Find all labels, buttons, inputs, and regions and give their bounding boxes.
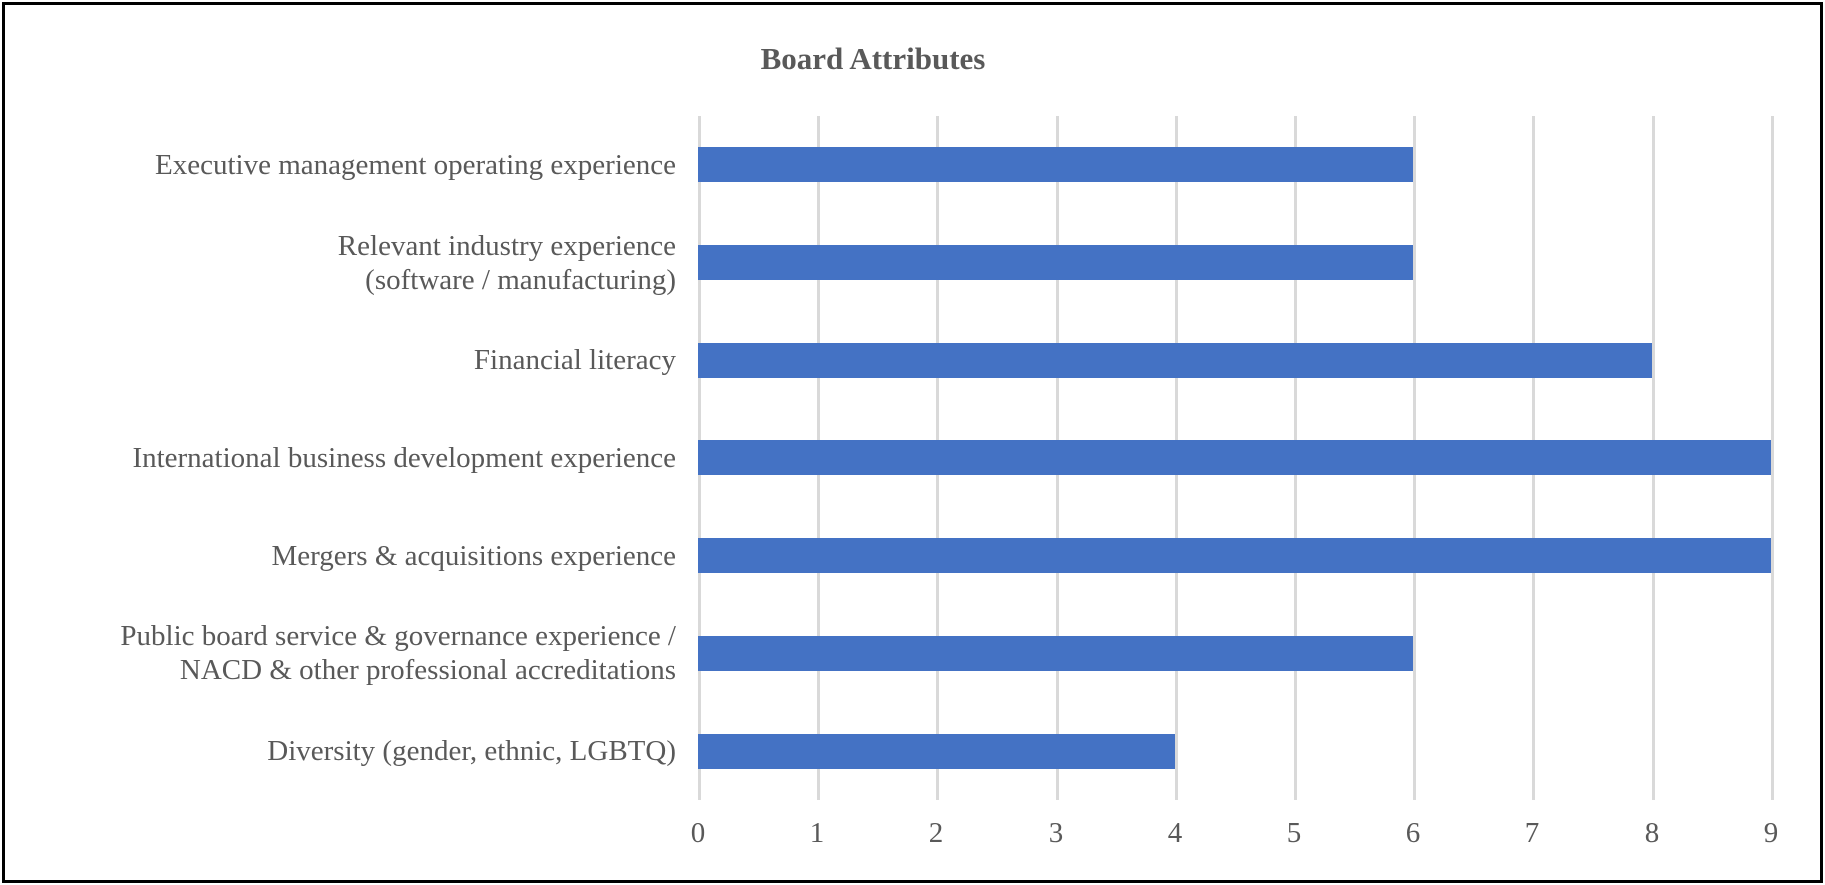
x-tick-label: 3: [1048, 817, 1064, 849]
x-tick-label: 1: [809, 817, 825, 849]
bar: [698, 538, 1771, 573]
chart-title: Board Attributes: [760, 41, 986, 76]
category-axis: Executive management operating experienc…: [30, 116, 676, 800]
bar: [698, 440, 1771, 475]
category-label: International business development exper…: [132, 442, 676, 474]
bar: [698, 245, 1413, 280]
plot-area: [698, 116, 1774, 800]
bar: [698, 734, 1175, 769]
x-tick-label: 8: [1644, 817, 1660, 849]
bar: [698, 343, 1652, 378]
value-axis: 0 1 2 3 4 5 6 7 8 9: [691, 817, 1779, 862]
category-label: Relevant industry experience (software / …: [337, 230, 676, 296]
gridline-9: [1771, 116, 1774, 800]
category-label: Executive management operating experienc…: [155, 149, 676, 181]
x-tick-label: 2: [928, 817, 944, 849]
bar: [698, 147, 1413, 182]
x-tick-label: 4: [1167, 817, 1183, 849]
category-label: Financial literacy: [473, 344, 676, 376]
category-label: Diversity (gender, ethnic, LGBTQ): [267, 735, 676, 767]
category-label: Mergers & acquisitions experience: [271, 540, 676, 572]
x-tick-label: 6: [1405, 817, 1421, 849]
x-tick-label: 9: [1763, 817, 1779, 849]
x-tick-label: 7: [1524, 817, 1540, 849]
bar: [698, 636, 1413, 671]
x-tick-label: 0: [690, 817, 706, 849]
category-label: Public board service & governance experi…: [120, 620, 676, 686]
x-tick-label: 5: [1286, 817, 1302, 849]
